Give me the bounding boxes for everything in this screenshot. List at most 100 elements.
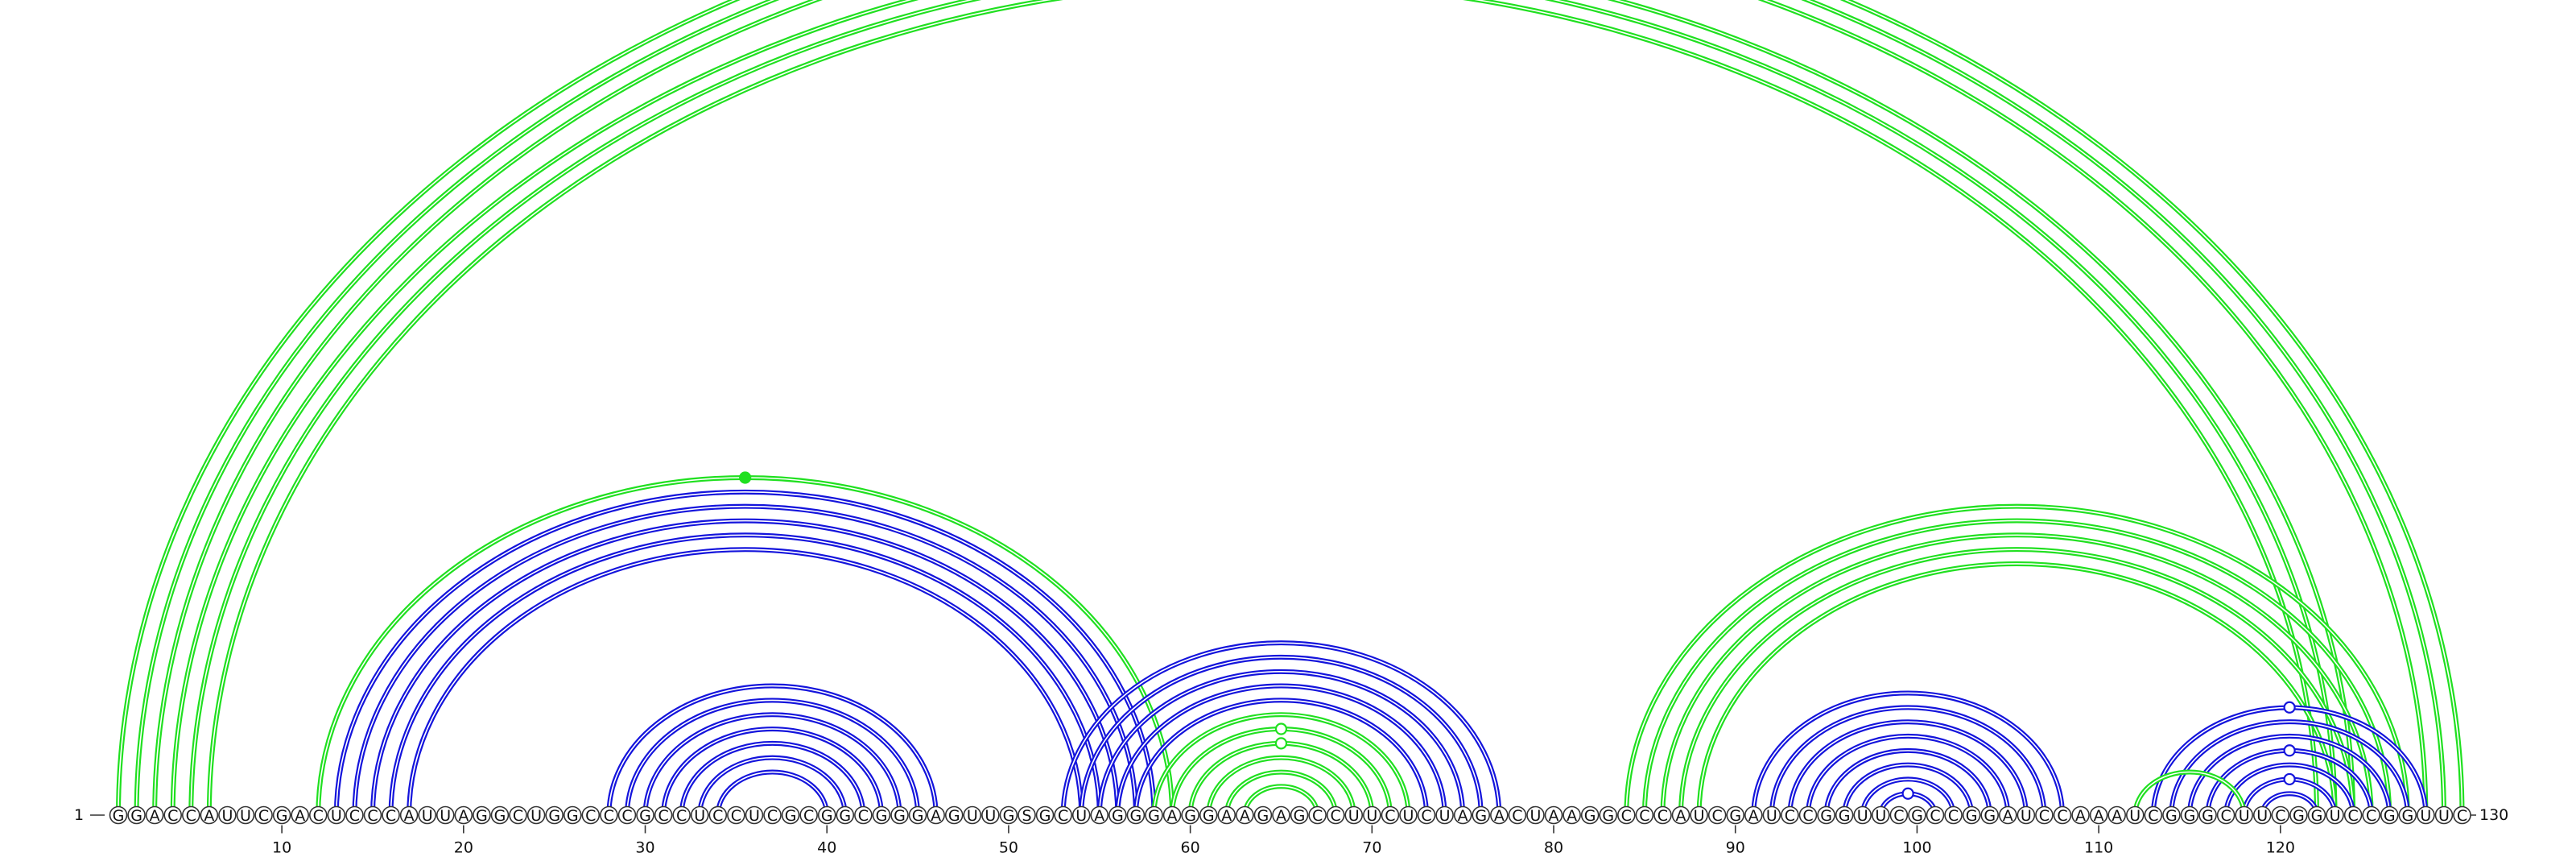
nucleotide-letter: U xyxy=(1366,807,1377,825)
base-pair-arc xyxy=(679,740,866,816)
nucleotide-letter: A xyxy=(2075,807,2086,825)
nucleotide-letter: C xyxy=(1657,807,1668,825)
base-pair-arc xyxy=(1115,683,1447,816)
nucleotide-letter: A xyxy=(1240,807,1250,825)
nucleotide-letter: G xyxy=(2384,807,2396,825)
tick-label: 60 xyxy=(1181,839,1200,857)
tick-label: 30 xyxy=(635,839,654,857)
nucleotide-letter: A xyxy=(2094,807,2104,825)
base-pair-arc xyxy=(1860,776,1956,816)
nucleotide-letter: C xyxy=(1421,807,1431,825)
base-pair-arc xyxy=(134,0,2446,816)
nucleotide: A xyxy=(145,805,164,825)
open-marker xyxy=(2283,744,2296,757)
base-pair-arc xyxy=(1823,747,1992,816)
base-pair-arc xyxy=(2223,762,2356,816)
nucleotide: C xyxy=(2271,805,2290,825)
nucleotide-letter: U xyxy=(530,807,542,825)
nucleotide-letter: G xyxy=(476,807,488,825)
nucleotide-letter: C xyxy=(2148,807,2158,825)
nucleotide: G xyxy=(872,805,891,825)
nucleotide: A xyxy=(200,805,219,825)
base-pair-arc xyxy=(1060,640,1502,816)
nucleotide: G xyxy=(636,805,654,825)
nucleotide: U xyxy=(1363,805,1381,825)
nucleotide: G xyxy=(1253,805,1273,825)
nucleotide: A xyxy=(1272,805,1290,825)
tick-label: 80 xyxy=(1544,839,1563,857)
nucleotide-letter: A xyxy=(931,807,941,825)
nucleotide: A xyxy=(1090,805,1109,825)
nucleotide-letter: G xyxy=(1475,807,1487,825)
nucleotide: G xyxy=(1126,805,1146,825)
base-pair-arc xyxy=(1678,547,2356,816)
arc-markers xyxy=(739,471,2296,800)
nucleotide: A xyxy=(1744,805,1763,825)
nucleotide: C xyxy=(1944,805,1963,825)
base-pair-arc xyxy=(316,475,1175,816)
nucleotide-letter: U xyxy=(221,807,233,825)
nucleotide-letter: G xyxy=(567,807,579,825)
nucleotide-letter: U xyxy=(694,807,705,825)
base-pair-arc xyxy=(1624,503,2410,816)
nucleotide-letter: C xyxy=(604,807,614,825)
nucleotide-letter: C xyxy=(1639,807,1649,825)
base-pair-arc xyxy=(1096,669,1466,816)
nucleotide-letter: G xyxy=(1257,807,1269,825)
nucleotide: C xyxy=(1635,805,1654,825)
base-pair-arc xyxy=(333,489,1157,816)
nucleotide: G xyxy=(490,805,510,825)
nucleotide: A xyxy=(1490,805,1509,825)
nucleotide-letter: G xyxy=(548,807,560,825)
nucleotide: C xyxy=(2144,805,2163,825)
nucleotide: C xyxy=(763,805,782,825)
nucleotide-letter: G xyxy=(2401,807,2413,825)
nucleotide: G xyxy=(1962,805,1981,825)
nucleotide-letter: C xyxy=(2039,807,2050,825)
nucleotide-letter: A xyxy=(1676,807,1686,825)
nucleotide: U xyxy=(236,805,255,825)
nucleotide: C xyxy=(2216,805,2235,825)
nucleotide-letter: C xyxy=(513,807,523,825)
nucleotide-letter: C xyxy=(313,807,324,825)
nucleotide: G xyxy=(1908,805,1926,825)
base-pair-arc xyxy=(642,712,902,816)
nucleotide-letter: U xyxy=(440,807,451,825)
nucleotide: C xyxy=(1326,805,1345,825)
nucleotide-letter: A xyxy=(1458,807,1468,825)
nucleotide-letter: G xyxy=(1203,807,1215,825)
base-pair-arc xyxy=(1151,712,1411,816)
nucleotide-letter: A xyxy=(1094,807,1104,825)
nucleotide: C xyxy=(854,805,873,825)
base-pair-arc xyxy=(1641,518,2392,816)
nucleotide-letter: G xyxy=(912,807,924,825)
nucleotide-letter: G xyxy=(876,807,888,825)
nucleotide-letter: C xyxy=(2220,807,2231,825)
nucleotide-letter: U xyxy=(1694,807,1705,825)
nucleotide-letter: C xyxy=(2275,807,2285,825)
nucleotide: G xyxy=(1726,805,1745,825)
base-pair-arc xyxy=(1751,690,2065,816)
nucleotide-letter: G xyxy=(1184,807,1196,825)
nucleotide-letter: C xyxy=(367,807,378,825)
open-marker xyxy=(2283,772,2296,786)
nucleotide: G xyxy=(2162,805,2181,825)
nucleotide-letter: G xyxy=(1984,807,1996,825)
nucleotide-letter: C xyxy=(1512,807,1522,825)
base-pair-arc xyxy=(170,0,2356,816)
nucleotide: A xyxy=(1236,805,1254,825)
nucleotide-letter: U xyxy=(240,807,251,825)
nucleotide: C xyxy=(163,805,183,825)
nucleotide: A xyxy=(1453,805,1472,825)
base-pair-arc xyxy=(715,769,830,816)
nucleotide-letter: A xyxy=(1567,807,1577,825)
open-marker xyxy=(1274,737,1288,750)
nucleotide-letter: G xyxy=(2311,807,2323,825)
nucleotide: A xyxy=(1998,805,2017,825)
nucleotide: G xyxy=(2198,805,2217,825)
nucleotide: C xyxy=(1417,805,1436,825)
nucleotide: C xyxy=(1889,805,1909,825)
base-pair-arc xyxy=(1242,784,1320,816)
nucleotide: C xyxy=(1781,805,1799,825)
nucleotide-letter: C xyxy=(803,807,814,825)
